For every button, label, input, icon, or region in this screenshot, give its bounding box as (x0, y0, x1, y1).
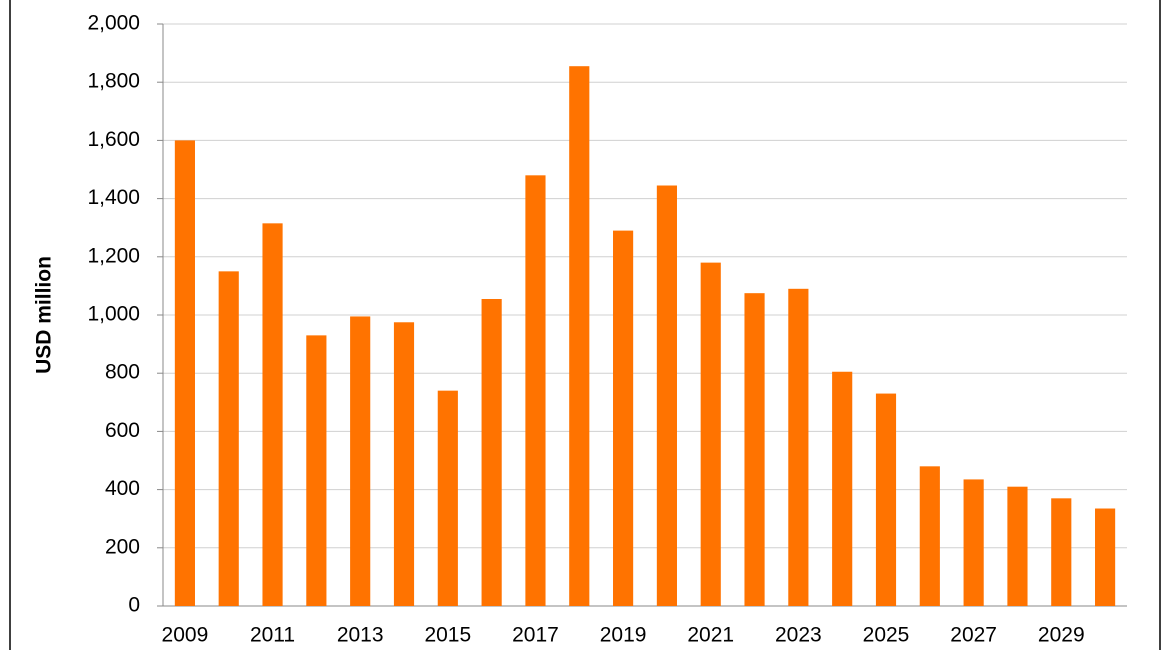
y-tick-label: 0 (128, 594, 140, 617)
y-tick-label: 1,800 (87, 70, 140, 93)
y-tick-label: 800 (105, 361, 140, 384)
y-tick-label: 1,400 (87, 186, 140, 209)
bar (613, 230, 634, 607)
bar (437, 390, 458, 606)
y-tick-label: 400 (105, 477, 140, 500)
bar (481, 298, 502, 606)
x-tick-label: 2013 (337, 624, 384, 647)
x-tick-label: 2017 (512, 624, 559, 647)
bar (306, 335, 327, 606)
bar (656, 185, 677, 606)
y-tick-label: 1,200 (87, 244, 140, 267)
bar (525, 175, 546, 606)
bar (1051, 498, 1072, 606)
x-tick-label: 2023 (775, 624, 822, 647)
bar (963, 479, 984, 606)
bar (875, 393, 897, 606)
bar (262, 223, 283, 606)
bar (832, 371, 853, 606)
bar (350, 316, 371, 606)
bar (788, 288, 809, 606)
bar (1095, 508, 1116, 606)
y-tick-label: 1,600 (87, 128, 140, 151)
x-tick-label: 2011 (250, 624, 295, 647)
bar (700, 262, 721, 606)
x-tick-label: 2029 (1038, 624, 1085, 647)
x-tick-label: 2009 (162, 624, 209, 647)
x-tick-label: 2015 (424, 624, 471, 647)
y-tick-label: 600 (105, 419, 140, 442)
y-tick-label: 200 (105, 535, 140, 558)
x-tick-label: 2025 (863, 624, 910, 647)
bar (393, 322, 415, 606)
bar (744, 293, 765, 606)
bar (1007, 486, 1028, 606)
y-tick-label: 2,000 (87, 12, 140, 35)
x-tick-label: 2021 (687, 624, 734, 647)
y-tick-label: 1,000 (87, 303, 140, 326)
bar (569, 66, 590, 606)
frame (9, 0, 1161, 650)
y-axis-title: USD million (33, 256, 56, 374)
bar (919, 466, 940, 606)
bar (174, 140, 195, 606)
x-tick-label: 2027 (950, 624, 997, 647)
x-tick-label: 2019 (600, 624, 647, 647)
bar (218, 271, 239, 606)
